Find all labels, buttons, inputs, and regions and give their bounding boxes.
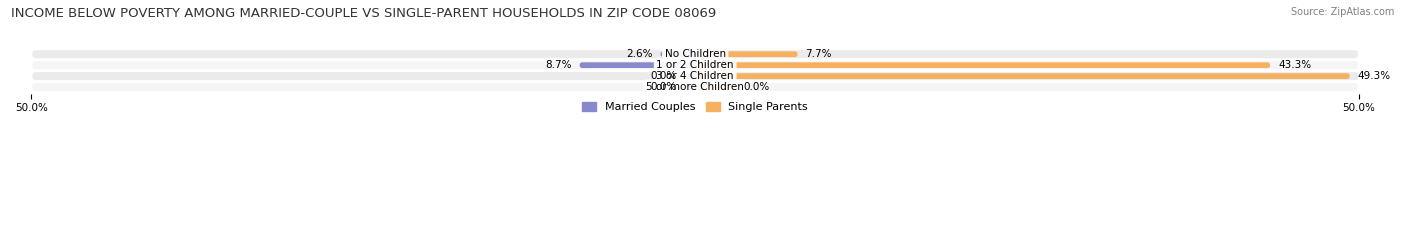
Text: 43.3%: 43.3% xyxy=(1278,60,1312,70)
Text: 1 or 2 Children: 1 or 2 Children xyxy=(657,60,734,70)
Text: 7.7%: 7.7% xyxy=(806,49,832,59)
FancyBboxPatch shape xyxy=(31,60,1360,70)
FancyBboxPatch shape xyxy=(661,51,695,57)
Text: 2.6%: 2.6% xyxy=(626,49,652,59)
Legend: Married Couples, Single Parents: Married Couples, Single Parents xyxy=(578,97,813,117)
FancyBboxPatch shape xyxy=(31,49,1360,59)
FancyBboxPatch shape xyxy=(31,71,1360,81)
Text: Source: ZipAtlas.com: Source: ZipAtlas.com xyxy=(1291,7,1395,17)
FancyBboxPatch shape xyxy=(695,73,1350,79)
FancyBboxPatch shape xyxy=(695,62,1270,68)
FancyBboxPatch shape xyxy=(695,84,735,90)
FancyBboxPatch shape xyxy=(685,73,695,79)
Text: 0.0%: 0.0% xyxy=(651,71,676,81)
Text: INCOME BELOW POVERTY AMONG MARRIED-COUPLE VS SINGLE-PARENT HOUSEHOLDS IN ZIP COD: INCOME BELOW POVERTY AMONG MARRIED-COUPL… xyxy=(11,7,717,20)
Text: 5 or more Children: 5 or more Children xyxy=(647,82,744,92)
Text: 0.0%: 0.0% xyxy=(742,82,769,92)
FancyBboxPatch shape xyxy=(579,62,695,68)
Text: No Children: No Children xyxy=(665,49,725,59)
Text: 3 or 4 Children: 3 or 4 Children xyxy=(657,71,734,81)
FancyBboxPatch shape xyxy=(695,51,797,57)
Text: 49.3%: 49.3% xyxy=(1358,71,1391,81)
FancyBboxPatch shape xyxy=(31,82,1360,92)
FancyBboxPatch shape xyxy=(685,84,695,90)
Text: 0.0%: 0.0% xyxy=(651,82,676,92)
Text: 8.7%: 8.7% xyxy=(546,60,572,70)
